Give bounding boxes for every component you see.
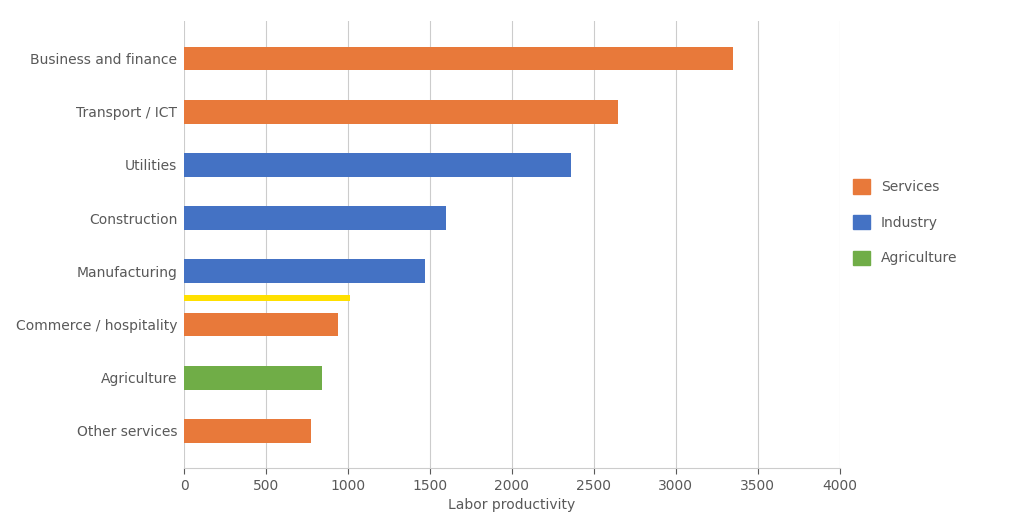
Bar (184, 206, 446, 230)
X-axis label: Labor productivity: Labor productivity (449, 498, 575, 512)
Bar (184, 47, 733, 71)
Bar (184, 313, 338, 337)
Bar (184, 260, 425, 284)
Bar (184, 295, 350, 301)
Legend: Services, Industry, Agriculture: Services, Industry, Agriculture (853, 179, 957, 265)
Bar (184, 100, 618, 124)
Bar (184, 153, 571, 177)
Bar (184, 366, 322, 389)
Bar (184, 419, 311, 443)
